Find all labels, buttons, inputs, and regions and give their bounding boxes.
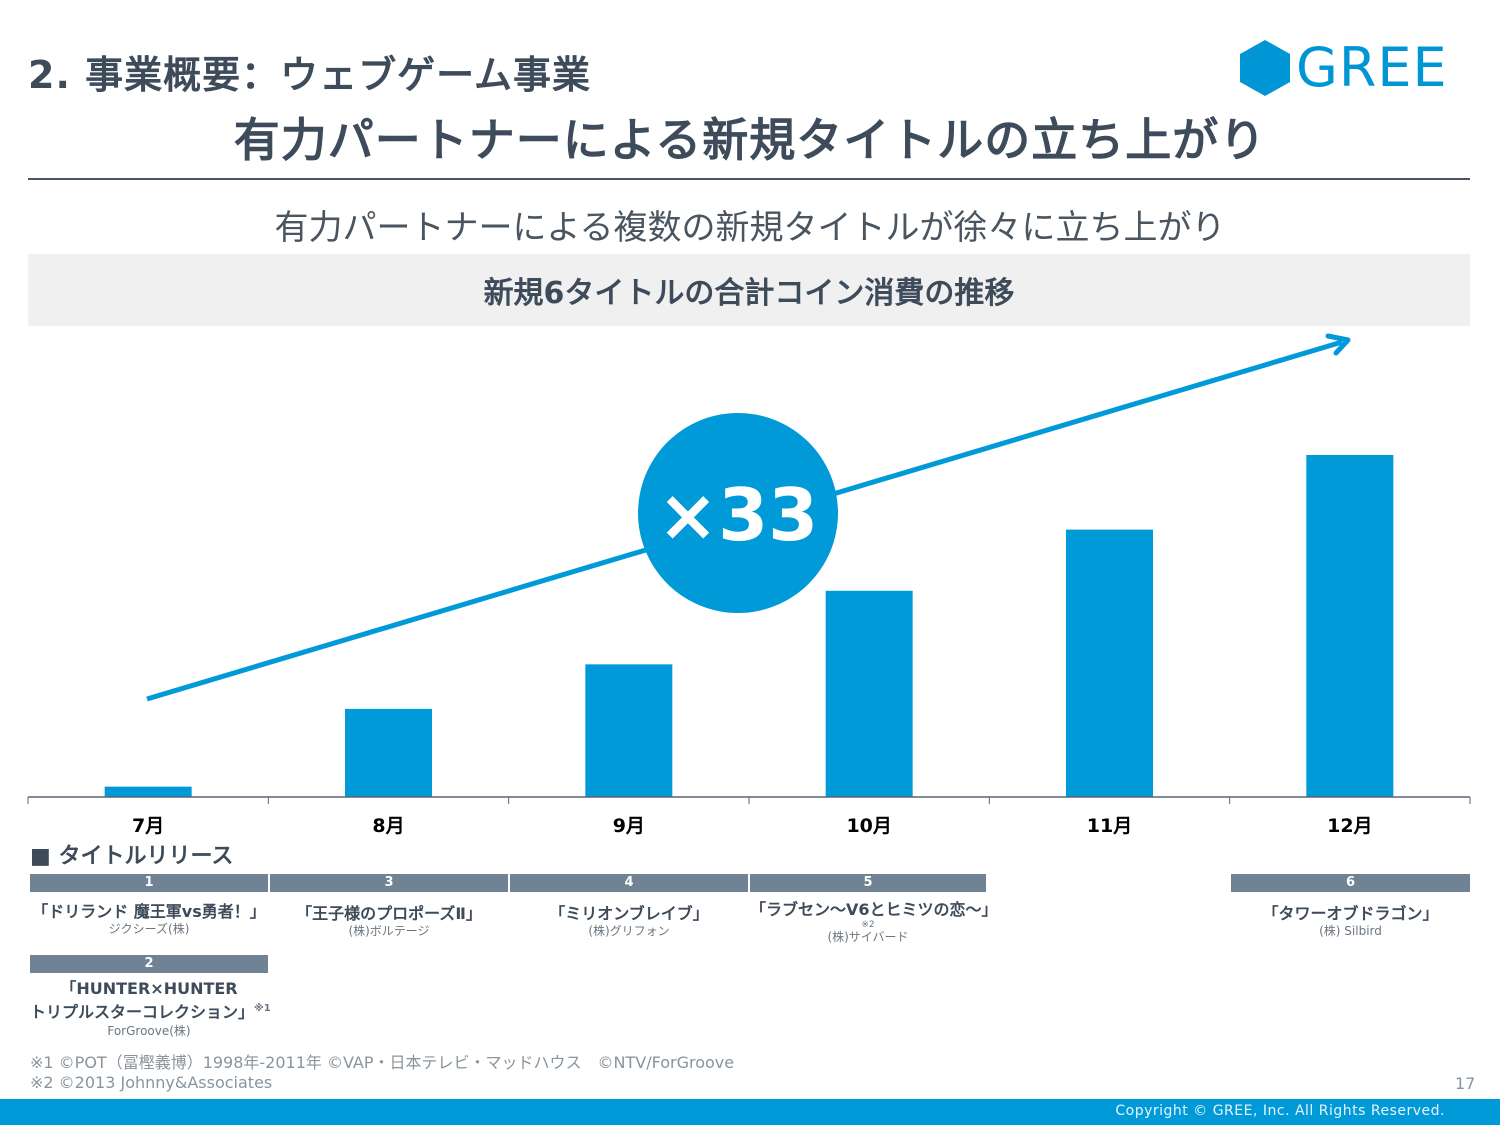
bar-7月	[104, 786, 192, 797]
release-company: (株) Silbird	[1319, 924, 1382, 938]
growth-badge-circle	[638, 413, 838, 613]
release-title: 「タワーオブドラゴン」	[1262, 904, 1439, 923]
release-number: 4	[510, 874, 748, 892]
footer-bar: Copyright © GREE, Inc. All Rights Reserv…	[0, 1099, 1500, 1125]
growth-badge-text: ×33	[658, 473, 819, 557]
hexagon-logo-icon	[1240, 40, 1290, 96]
logo-wordmark: GREE	[1296, 36, 1448, 99]
x-tick-label: 12月	[1327, 815, 1372, 837]
release-company: ジクシーズ(株)	[108, 922, 190, 936]
footnotes: ※1 ©POT（冨樫義博）1998年-2011年 ©VAP・日本テレビ・マッドハ…	[30, 1053, 734, 1093]
x-tick-label: 8月	[372, 815, 404, 837]
release-item: 3 「王子様のプロポーズⅡ」 (株)ボルテージ	[270, 874, 508, 938]
subtitle: 有力パートナーによる複数の新規タイトルが徐々に立ち上がり	[274, 208, 1226, 248]
footnote-ref: ※2	[861, 920, 875, 930]
release-number: 6	[1231, 874, 1470, 892]
release-company: ForGroove(株)	[107, 1024, 191, 1039]
chart-title: 新規6タイトルの合計コイン消費の推移	[483, 276, 1015, 311]
release-number: 2	[30, 955, 268, 973]
release-company: (株)ボルテージ	[348, 924, 430, 938]
release-title: 「ミリオンブレイブ」	[549, 904, 709, 923]
release-item: 1 「ドリランド 魔王軍vs勇者！」 ジクシーズ(株)	[30, 874, 268, 936]
page-title: 有力パートナーによる新規タイトルの立ち上がり	[233, 113, 1267, 167]
release-company: (株)サイバード	[827, 930, 909, 944]
arrowhead-icon	[1325, 333, 1351, 356]
bar-8月	[345, 708, 432, 797]
footnote-ref: ※1	[254, 1003, 271, 1014]
bar-9月	[585, 664, 673, 797]
x-tick-label: 9月	[613, 815, 645, 837]
release-item: 4 「ミリオンブレイブ」 (株)グリフォン	[510, 874, 748, 938]
release-title-line2-wrap: トリプルスターコレクション」※1	[30, 999, 271, 1022]
footnote-2: ※2 ©2013 Johnny&Associates	[30, 1073, 273, 1092]
chart-header-band: 新規6タイトルの合計コイン消費の推移	[28, 254, 1470, 326]
x-tick-label: 11月	[1087, 815, 1132, 837]
release-item: 2 「HUNTER×HUNTER トリプルスターコレクション」※1 ForGro…	[30, 955, 271, 1039]
title-divider	[28, 178, 1470, 180]
release-title: 「ドリランド 魔王軍vs勇者！」	[32, 902, 266, 921]
gree-logo: GREE	[1240, 38, 1448, 98]
copyright-text: Copyright © GREE, Inc. All Rights Reserv…	[1115, 1103, 1445, 1119]
release-section-heading: ■ タイトルリリース	[30, 844, 234, 869]
section-title: 2. 事業概要：ウェブゲーム事業	[28, 53, 591, 97]
bar-12月	[1306, 455, 1394, 797]
release-title: 「ラブセン～V6とヒミツの恋～」	[750, 900, 998, 919]
release-title-line1: 「HUNTER×HUNTER	[60, 979, 238, 998]
bar-10月	[825, 590, 913, 797]
growth-badge: ×33	[638, 413, 838, 613]
bar-11月	[1066, 529, 1153, 797]
page-number: 17	[1455, 1074, 1476, 1093]
release-item: 6 「タワーオブドラゴン」 (株) Silbird	[1231, 874, 1470, 938]
footnote-1: ※1 ©POT（冨樫義博）1998年-2011年 ©VAP・日本テレビ・マッドハ…	[30, 1053, 735, 1072]
x-tick-label: 10月	[846, 815, 891, 837]
release-company: (株)グリフォン	[588, 924, 670, 938]
x-tick-label: 7月	[132, 815, 164, 837]
release-title: 「王子様のプロポーズⅡ」	[296, 904, 482, 923]
bar-chart: ×33 7月 8月 9月 10月 11月 12月	[27, 333, 1471, 837]
release-number: 1	[30, 874, 268, 892]
release-item: 5 「ラブセン～V6とヒミツの恋～」 ※2 (株)サイバード	[750, 874, 998, 944]
release-title-line2: トリプルスターコレクション」	[30, 1002, 255, 1022]
release-number: 3	[270, 874, 508, 892]
release-number: 5	[750, 874, 986, 892]
